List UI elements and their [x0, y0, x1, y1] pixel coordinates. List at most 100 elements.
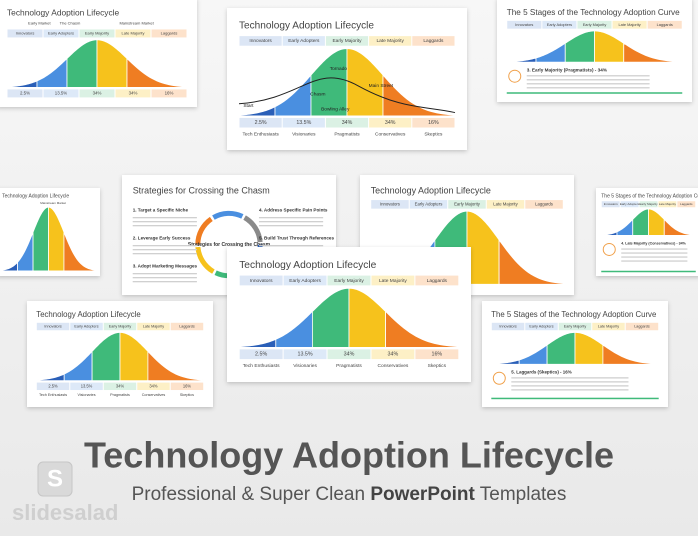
row-cell	[282, 36, 325, 46]
accent-bar	[491, 397, 659, 400]
strategy-item: 5. Build Trust Through References	[259, 235, 334, 240]
text-line	[511, 389, 629, 391]
text-line	[621, 248, 688, 250]
row-cell	[115, 29, 151, 38]
curve-segment	[535, 42, 566, 63]
slide-title: Technology Adoption Lifecycle	[371, 185, 491, 195]
row-label: 34%	[116, 383, 125, 388]
logo-icon-box	[37, 461, 73, 497]
row-cell	[601, 201, 620, 208]
text-line	[526, 79, 650, 81]
row-label: Early Majority	[109, 325, 132, 329]
curve-segment	[648, 208, 665, 236]
marker-label: Mainstream Market	[40, 201, 66, 205]
row-label: Early Majority	[334, 278, 364, 284]
strategy-item: 2. Leverage Early Success	[133, 235, 191, 240]
row-label: Innovators	[380, 201, 400, 206]
row-label: Innovators	[499, 325, 517, 329]
headline: Technology Adoption Lifecycle	[84, 435, 614, 476]
row-cell	[70, 322, 103, 331]
row-label: Skeptics	[180, 393, 194, 397]
curve-segment	[96, 39, 128, 88]
detail-title: 5. Laggards (Skeptics) - 16%	[511, 369, 571, 374]
row-label: Early Majority	[454, 201, 481, 206]
row-cell	[239, 117, 282, 128]
slide-card: Technology Adoption Lifecycle Mainstream …	[0, 188, 100, 276]
slide-card: The 5 Stages of the Technology Adoption …	[482, 301, 668, 407]
curve-segment	[574, 332, 604, 365]
text-line	[132, 245, 197, 247]
row-label: Early Majority	[332, 38, 362, 44]
row-cell	[282, 117, 325, 128]
row-label: Innovators	[44, 325, 62, 329]
curve-segment	[600, 231, 618, 236]
row-cell	[415, 349, 459, 360]
curve-segment	[238, 338, 277, 348]
row-cell	[115, 89, 151, 98]
row-cell	[7, 89, 43, 98]
row-label: Innovators	[16, 31, 35, 36]
row-cell	[486, 200, 525, 209]
row-label: Laggards	[634, 325, 650, 329]
slide-title: Technology Adoption Lifecycle	[36, 310, 140, 319]
row-cell	[369, 36, 412, 46]
curve-segment	[126, 57, 188, 88]
row-cell	[542, 20, 577, 29]
row-label: Conservatives	[377, 363, 408, 369]
subtitle-part: Professional & Super Clean	[132, 484, 365, 505]
slide-title: Technology Adoption Lifecycle	[2, 193, 69, 199]
detail-icon	[508, 69, 522, 83]
curve-segment	[385, 310, 460, 348]
row-label: 16%	[165, 91, 174, 96]
accent-bar	[601, 270, 696, 273]
text-line	[132, 277, 197, 279]
row-cell	[283, 275, 327, 286]
ring-segment	[212, 210, 244, 220]
row-cell	[409, 200, 448, 209]
row-label: 13.5%	[296, 120, 311, 126]
row-cell	[325, 36, 369, 46]
row-label: Late Majority	[143, 325, 164, 329]
row-label: Laggards	[427, 278, 448, 284]
curve-segment	[6, 80, 38, 88]
row-label: 34%	[344, 352, 355, 358]
row-label: 2.5%	[255, 120, 267, 126]
text-line	[526, 83, 650, 85]
row-label: Conservatives	[142, 393, 166, 397]
row-cell	[36, 322, 70, 331]
detail-title: 3. Early Majority (Pragmatists) - 34%	[527, 67, 608, 72]
row-label: Laggards	[535, 201, 553, 206]
row-label: Early Adopters	[288, 38, 320, 44]
text-line	[258, 225, 324, 227]
row-cell	[371, 349, 415, 360]
curve-segment	[312, 287, 350, 348]
row-label: Tech Enthusiasts	[242, 132, 279, 138]
row-cell	[239, 36, 282, 46]
text-line	[258, 245, 324, 247]
slide-collage: Technology Adoption Lifecycle Early Marke…	[0, 0, 698, 407]
row-label: 34%	[385, 120, 396, 126]
curve-segment	[594, 30, 625, 63]
curve-segment	[623, 42, 683, 63]
row-cell	[620, 201, 639, 208]
curve-segment	[35, 373, 65, 381]
row-cell	[448, 200, 486, 209]
row-label: Early Majority	[85, 31, 109, 36]
slide-card: Technology Adoption Lifecycle Early Marke…	[0, 0, 197, 107]
row-label: Visionaries	[292, 132, 316, 138]
curve-segment	[63, 350, 93, 381]
row-label: Early Adopters	[529, 325, 553, 329]
row-label: 34%	[93, 91, 102, 96]
row-cell	[371, 200, 409, 209]
annotation: Main Street	[369, 83, 394, 89]
row-cell	[369, 117, 412, 128]
row-cell	[639, 201, 658, 208]
ring-segment	[195, 246, 215, 274]
row-label: Visionaries	[293, 363, 317, 369]
row-label: Late Majority	[659, 202, 677, 206]
strategy-item: 3. Adopt Marketing Messages	[133, 263, 198, 268]
curve-segment	[1, 261, 18, 272]
row-label: 34%	[129, 91, 138, 96]
ring-segment	[195, 216, 213, 245]
